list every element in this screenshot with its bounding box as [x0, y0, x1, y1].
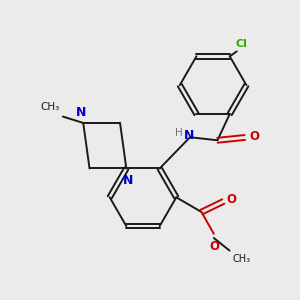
- Text: O: O: [209, 240, 220, 253]
- Text: O: O: [249, 130, 259, 143]
- Text: N: N: [76, 106, 87, 119]
- Text: O: O: [227, 193, 237, 206]
- Text: H: H: [175, 128, 183, 138]
- Text: N: N: [123, 174, 133, 187]
- Text: N: N: [184, 129, 194, 142]
- Text: Cl: Cl: [235, 39, 247, 49]
- Text: CH₃: CH₃: [41, 102, 60, 112]
- Text: CH₃: CH₃: [232, 254, 250, 264]
